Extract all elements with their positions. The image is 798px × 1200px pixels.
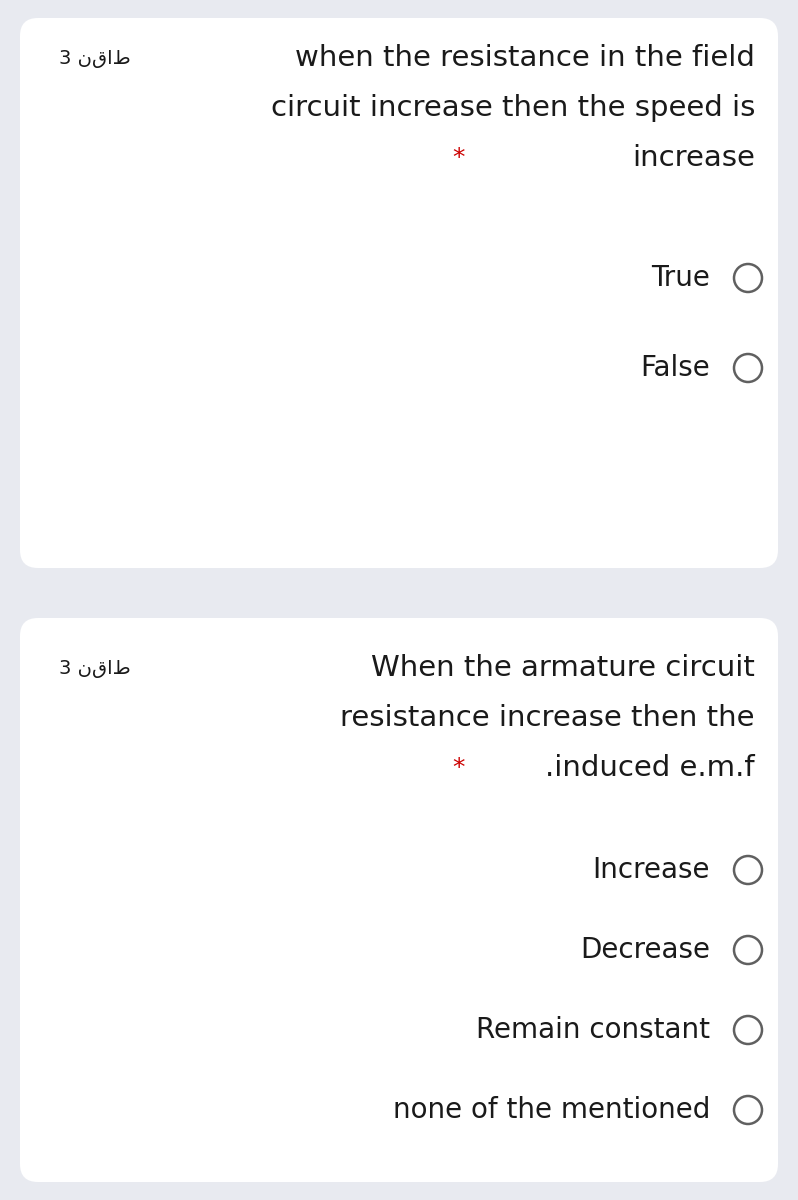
Text: When the armature circuit: When the armature circuit (371, 654, 755, 682)
Text: *: * (452, 756, 464, 780)
Text: Increase: Increase (592, 856, 710, 884)
Text: 3 نقاط: 3 نقاط (59, 659, 131, 678)
Text: increase: increase (632, 144, 755, 172)
FancyBboxPatch shape (20, 18, 778, 568)
Text: *: * (452, 146, 464, 170)
FancyBboxPatch shape (20, 618, 778, 1182)
Text: .induced e.m.f: .induced e.m.f (545, 754, 755, 782)
Text: none of the mentioned: none of the mentioned (393, 1096, 710, 1124)
Text: False: False (640, 354, 710, 382)
Text: Decrease: Decrease (580, 936, 710, 964)
Text: True: True (651, 264, 710, 292)
Text: Remain constant: Remain constant (476, 1016, 710, 1044)
Text: resistance increase then the: resistance increase then the (341, 704, 755, 732)
Text: circuit increase then the speed is: circuit increase then the speed is (271, 94, 755, 122)
Text: when the resistance in the field: when the resistance in the field (295, 44, 755, 72)
Text: 3 نقاط: 3 نقاط (59, 48, 131, 67)
